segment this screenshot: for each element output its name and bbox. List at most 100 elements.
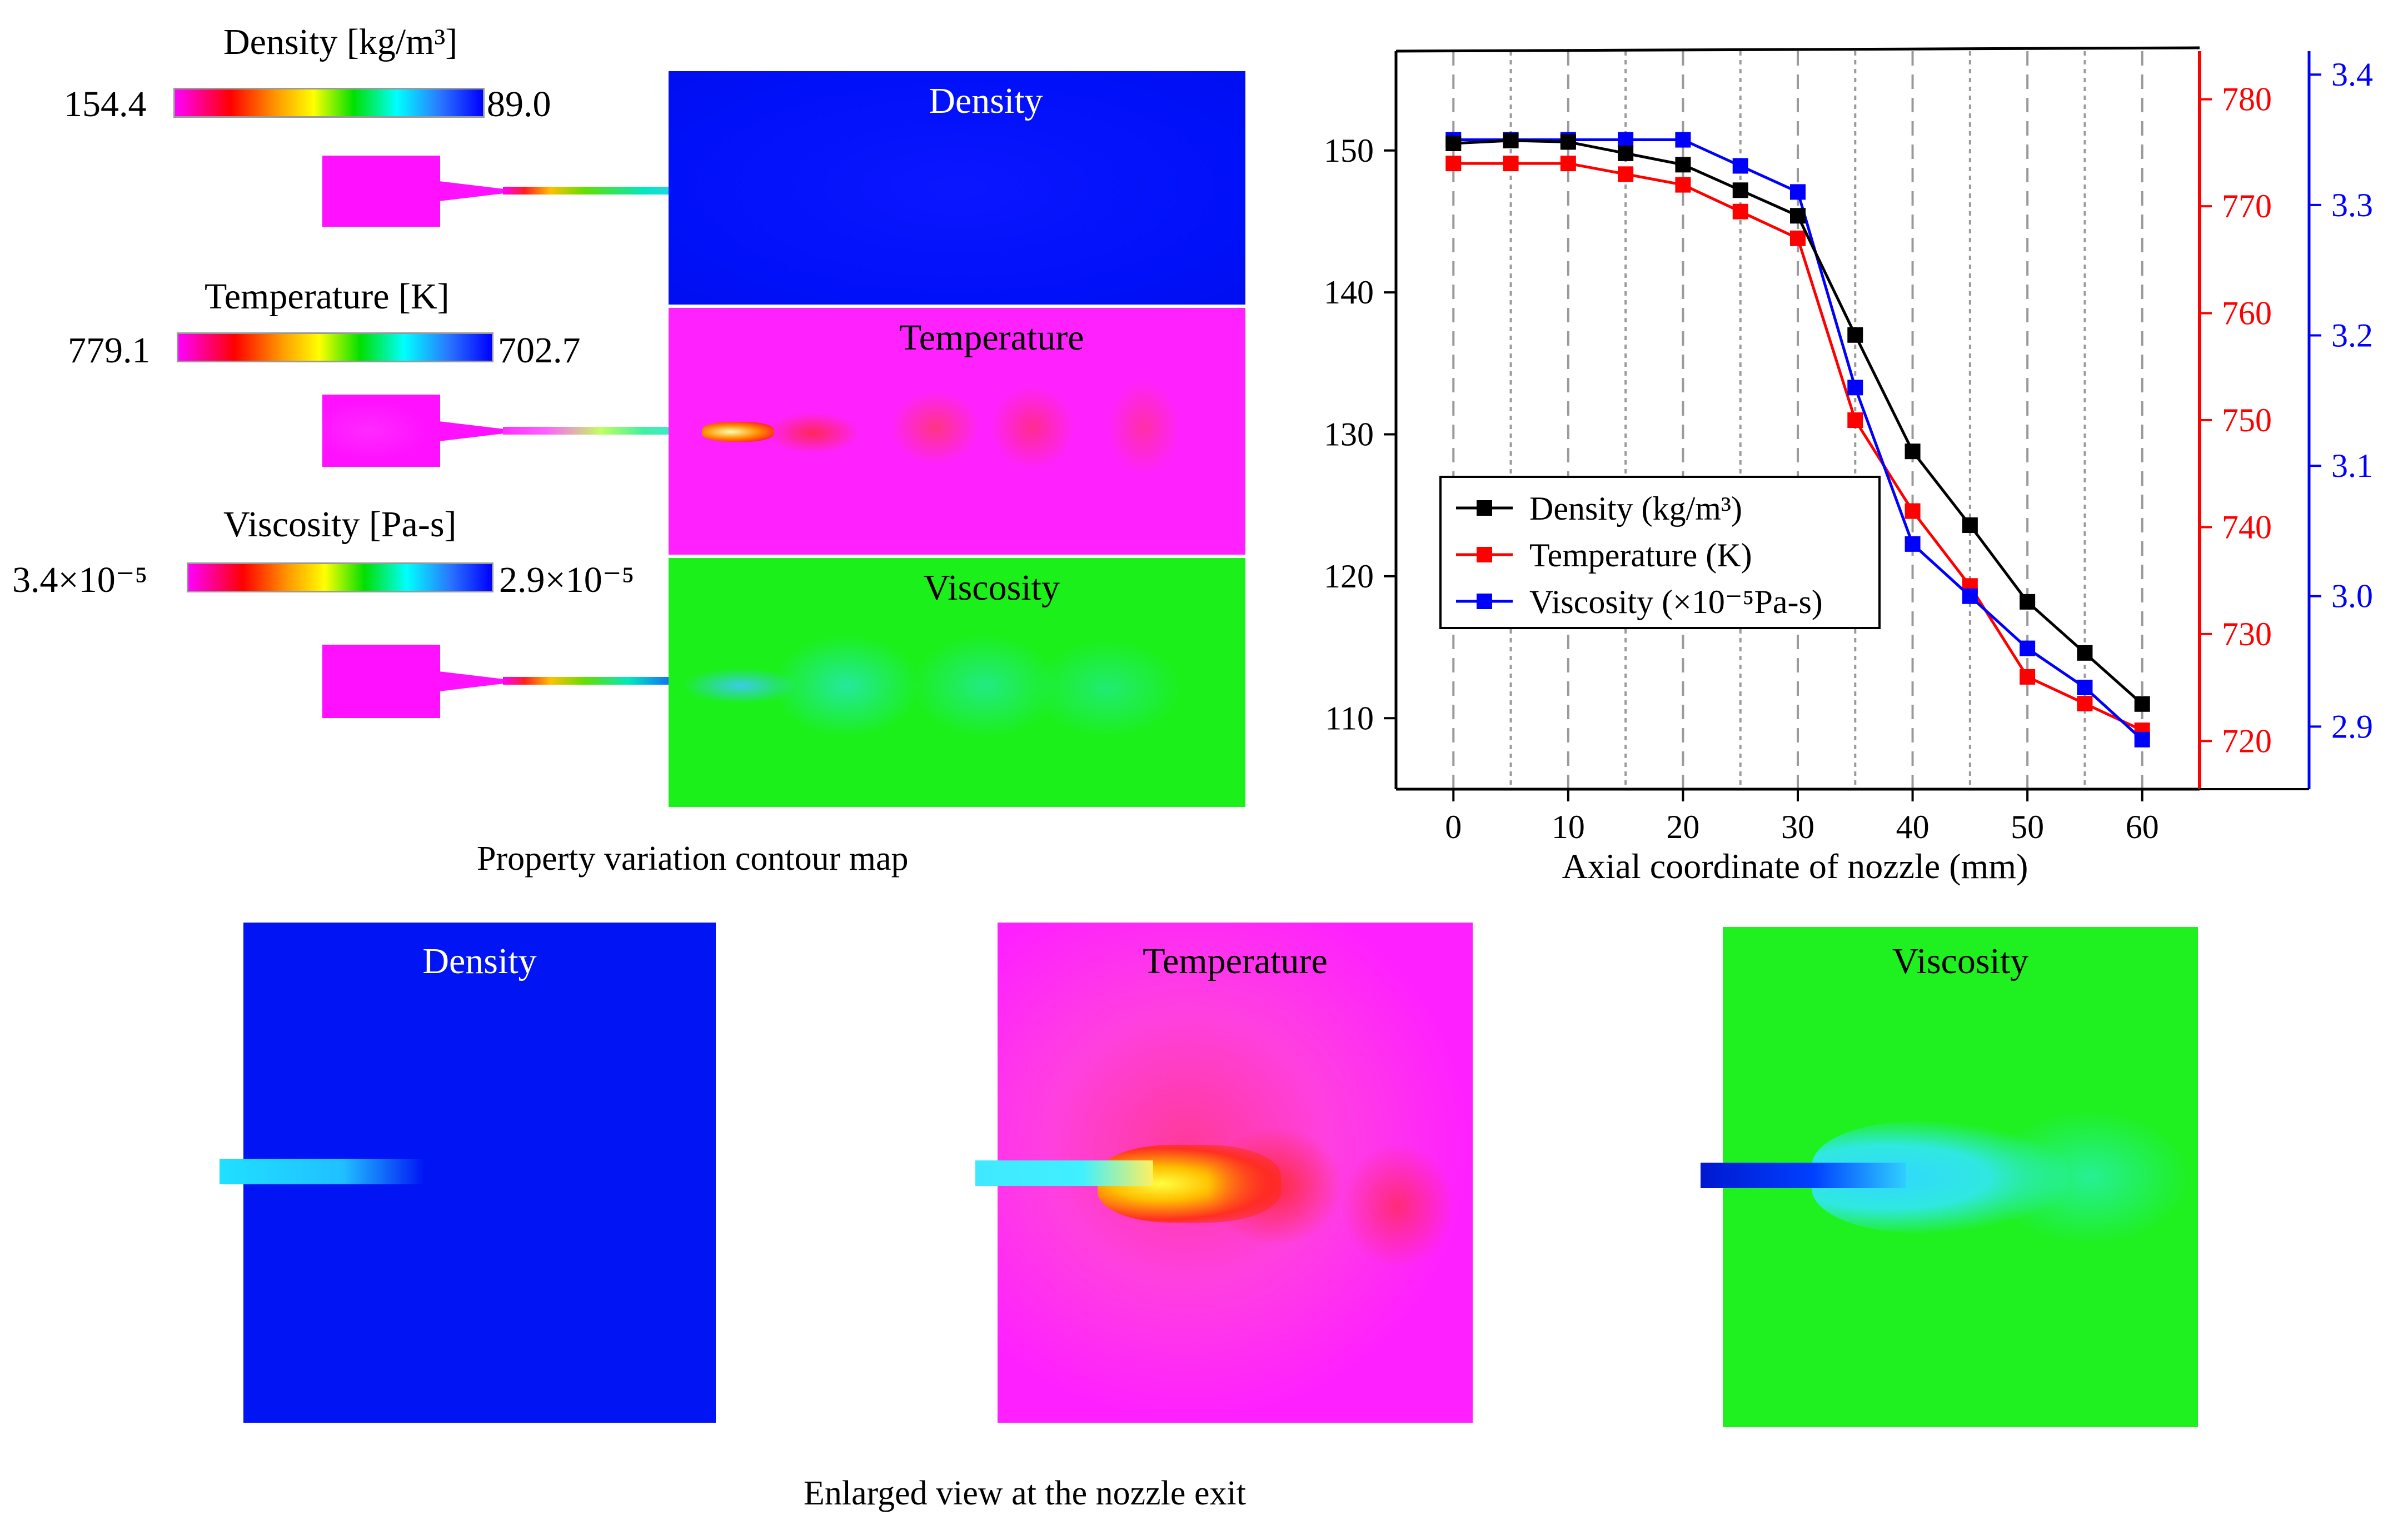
viscosity-point — [2020, 640, 2036, 656]
viscosity-tick-label: 3.4 — [2331, 56, 2373, 93]
density-point — [1560, 134, 1576, 150]
temperature-colorbar — [177, 332, 493, 362]
density-point — [1962, 517, 1978, 533]
x-tick-label: 30 — [1781, 809, 1814, 845]
viscosity-line — [1453, 138, 2143, 741]
x-tick-label: 10 — [1552, 809, 1585, 845]
legend-temperature-marker — [1477, 547, 1492, 562]
viscosity-point — [1618, 132, 1634, 148]
temperature-colorbar-max: 779.1 — [68, 330, 151, 371]
enlarged-viscosity-nozzle — [1701, 1163, 1906, 1188]
temperature-panel-label: Temperature — [899, 317, 1084, 358]
enlarged-temperature-label: Temperature — [1143, 941, 1328, 981]
temperature-contour-panel: Temperature — [669, 308, 1245, 555]
temperature-point — [1847, 412, 1863, 428]
enlarged-temperature-nozzle — [975, 1160, 1153, 1186]
temperature-point — [2077, 696, 2093, 712]
enlarged-caption: Enlarged view at the nozzle exit — [804, 1474, 1246, 1512]
chart-grid — [1452, 51, 2143, 789]
density-tick-label: 130 — [1324, 416, 1374, 453]
viscosity-tick-label: 3.3 — [2331, 187, 2373, 223]
chart-legend: Density (kg/m³) Temperature (K) Viscosity … — [1439, 476, 1881, 629]
viscosity-tick-label: 3.2 — [2331, 317, 2373, 353]
temperature-point — [1790, 230, 1806, 246]
density-point — [1905, 443, 1921, 460]
temperature-tick-label: 770 — [2222, 188, 2272, 225]
legend-density-marker — [1477, 500, 1492, 516]
temperature-point — [1732, 203, 1748, 220]
x-axis-title: Axial coordinate of nozzle (mm) — [1562, 846, 2028, 886]
x-tick-label: 40 — [1896, 809, 1930, 845]
temperature-tick-label: 760 — [2222, 295, 2272, 332]
density-point — [1790, 208, 1806, 224]
contour-map-caption: Property variation contour map — [477, 840, 909, 878]
legend-viscosity-marker — [1477, 594, 1492, 609]
viscosity-colorbar-title: Viscosity [Pa-s] — [223, 504, 457, 545]
x-tick-label: 60 — [2126, 809, 2159, 845]
density-point — [2020, 594, 2036, 610]
x-tick-label: 20 — [1666, 809, 1699, 845]
viscosity-point — [2134, 731, 2150, 747]
viscosity-colorbar-min: 2.9×10⁻⁵ — [499, 560, 635, 600]
viscosity-colorbar — [187, 562, 493, 592]
temperature-point — [1905, 503, 1921, 519]
density-point — [2077, 645, 2093, 661]
density-point — [1732, 182, 1748, 198]
temperature-point — [1560, 156, 1576, 172]
enlarged-viscosity-label: Viscosity — [1892, 941, 2029, 981]
density-colorbar-max: 154.4 — [64, 84, 147, 124]
x-tick-label: 0 — [1445, 809, 1462, 845]
viscosity-point — [1962, 588, 1978, 604]
x-tick-label: 50 — [2011, 809, 2044, 845]
density-tick-label: 150 — [1324, 132, 1374, 169]
density-colorbar-title: Density [kg/m³] — [223, 22, 458, 62]
density-colorbar — [173, 88, 485, 118]
chart-axes: 0 10 20 30 40 50 60 Axial coordinate of nozzle … — [1324, 46, 2373, 886]
density-point — [1445, 136, 1462, 151]
temperature-tick-label: 740 — [2222, 509, 2272, 545]
density-tick-label: 120 — [1324, 558, 1374, 595]
temperature-point — [1503, 156, 1519, 172]
enlarged-density-label: Density — [422, 941, 537, 981]
legend-box — [1439, 476, 1881, 629]
property-line-chart: 0 10 20 30 40 50 60 Axial coordinate of nozzle … — [1324, 46, 2373, 886]
viscosity-tick-label: 3.1 — [2331, 447, 2373, 484]
viscosity-point — [1847, 380, 1863, 396]
density-tick-label: 110 — [1325, 700, 1374, 736]
density-colorbar-min: 89.0 — [487, 84, 551, 124]
viscosity-panel-label: Viscosity — [923, 567, 1060, 608]
legend-density-label: Density (kg/m³) — [1529, 490, 1742, 527]
density-tick-label: 140 — [1324, 274, 1374, 311]
viscosity-tick-label: 2.9 — [2331, 708, 2373, 745]
density-point — [1618, 145, 1634, 161]
temperature-point — [1445, 156, 1462, 172]
legend-temperature-label: Temperature (K) — [1529, 537, 1752, 574]
density-point — [1675, 157, 1691, 173]
viscosity-colorbar-max: 3.4×10⁻⁵ — [12, 560, 148, 600]
temperature-tick-label: 750 — [2222, 402, 2272, 438]
viscosity-point — [1905, 536, 1921, 552]
temperature-point — [1618, 166, 1634, 182]
density-point — [1847, 327, 1863, 343]
density-point — [2134, 696, 2150, 712]
viscosity-contour-panel: Viscosity — [669, 558, 1245, 807]
temperature-colorbar-title: Temperature [K] — [205, 276, 450, 317]
top-axis-line — [1395, 46, 2200, 53]
legend-viscosity-label: Viscosity (×10⁻⁵Pa-s) — [1529, 584, 1823, 620]
viscosity-tick-label: 3.0 — [2331, 578, 2373, 615]
temperature-tick-label: 730 — [2222, 616, 2272, 652]
viscosity-point — [1790, 184, 1806, 200]
viscosity-point — [2077, 679, 2093, 695]
viscosity-point — [1732, 158, 1748, 174]
chart-series — [1445, 132, 2150, 747]
density-point — [1503, 132, 1519, 148]
density-contour-panel: Density — [669, 71, 1245, 305]
temperature-point — [2020, 669, 2036, 685]
density-panel-label: Density — [929, 81, 1043, 121]
temperature-tick-label: 780 — [2222, 81, 2272, 118]
temperature-colorbar-min: 702.7 — [498, 330, 581, 371]
viscosity-point — [1675, 132, 1691, 148]
enlarged-density-nozzle — [220, 1159, 425, 1184]
temperature-point — [1675, 177, 1691, 193]
temperature-tick-label: 720 — [2222, 722, 2272, 759]
